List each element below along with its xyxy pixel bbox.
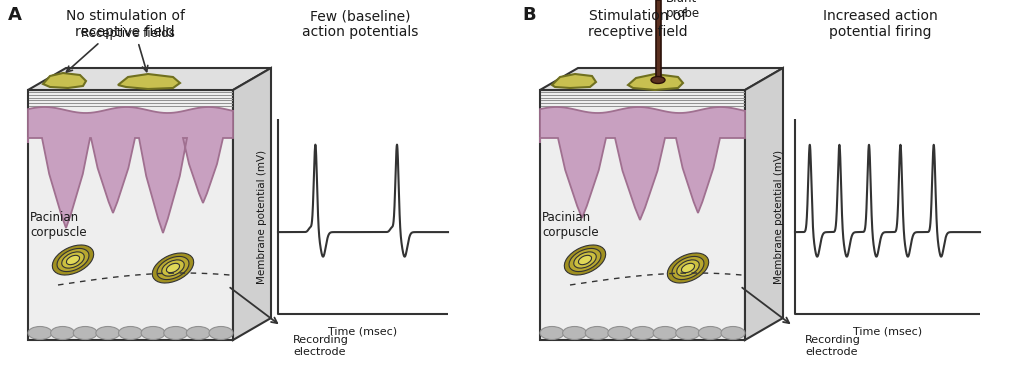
Ellipse shape xyxy=(209,326,233,339)
Ellipse shape xyxy=(579,255,592,265)
Polygon shape xyxy=(540,107,745,220)
Text: Time (msec): Time (msec) xyxy=(853,326,922,336)
Text: Receptive fields: Receptive fields xyxy=(81,27,175,40)
Ellipse shape xyxy=(50,326,75,339)
Ellipse shape xyxy=(586,326,609,339)
Polygon shape xyxy=(28,107,233,233)
Ellipse shape xyxy=(562,326,587,339)
Polygon shape xyxy=(745,68,783,340)
Ellipse shape xyxy=(608,326,632,339)
Text: Pacinian
corpuscle: Pacinian corpuscle xyxy=(30,211,87,239)
Ellipse shape xyxy=(681,263,694,273)
Ellipse shape xyxy=(540,326,564,339)
Ellipse shape xyxy=(96,326,120,339)
Polygon shape xyxy=(628,74,683,90)
Ellipse shape xyxy=(167,263,179,273)
Bar xyxy=(655,0,660,82)
Text: Blunt
probe: Blunt probe xyxy=(666,0,700,20)
Ellipse shape xyxy=(651,76,665,83)
Ellipse shape xyxy=(668,253,709,283)
Text: Recording
electrode: Recording electrode xyxy=(293,335,349,357)
Text: A: A xyxy=(8,6,22,24)
Text: Few (baseline)
action potentials: Few (baseline) action potentials xyxy=(302,9,418,39)
Text: B: B xyxy=(522,6,536,24)
Polygon shape xyxy=(540,68,783,90)
Ellipse shape xyxy=(157,257,189,280)
Text: Membrane potential (mV): Membrane potential (mV) xyxy=(257,149,267,283)
Ellipse shape xyxy=(28,326,52,339)
Ellipse shape xyxy=(141,326,165,339)
Ellipse shape xyxy=(569,248,601,271)
Ellipse shape xyxy=(52,245,93,275)
Polygon shape xyxy=(118,74,180,89)
Ellipse shape xyxy=(573,252,596,268)
Polygon shape xyxy=(540,90,745,340)
Ellipse shape xyxy=(61,252,84,268)
Ellipse shape xyxy=(57,248,89,271)
Ellipse shape xyxy=(676,326,699,339)
Polygon shape xyxy=(28,68,271,90)
Ellipse shape xyxy=(653,326,677,339)
Polygon shape xyxy=(552,74,596,88)
Ellipse shape xyxy=(186,326,210,339)
Ellipse shape xyxy=(698,326,722,339)
Polygon shape xyxy=(28,90,233,340)
Ellipse shape xyxy=(119,326,142,339)
Polygon shape xyxy=(43,73,86,88)
Ellipse shape xyxy=(631,326,654,339)
Ellipse shape xyxy=(564,245,605,275)
Ellipse shape xyxy=(153,253,194,283)
Ellipse shape xyxy=(164,326,187,339)
Text: Increased action
potential firing: Increased action potential firing xyxy=(822,9,937,39)
Text: Time (msec): Time (msec) xyxy=(329,326,397,336)
Ellipse shape xyxy=(67,255,80,265)
Ellipse shape xyxy=(162,260,184,276)
Text: Stimulation of
receptive field: Stimulation of receptive field xyxy=(588,9,688,39)
Text: Recording
electrode: Recording electrode xyxy=(805,335,861,357)
Ellipse shape xyxy=(74,326,97,339)
Ellipse shape xyxy=(672,257,703,280)
Ellipse shape xyxy=(721,326,745,339)
Ellipse shape xyxy=(677,260,699,276)
Text: Pacinian
corpuscle: Pacinian corpuscle xyxy=(542,211,599,239)
Text: No stimulation of
receptive field: No stimulation of receptive field xyxy=(66,9,184,39)
Polygon shape xyxy=(233,68,271,340)
Text: Membrane potential (mV): Membrane potential (mV) xyxy=(774,149,784,283)
